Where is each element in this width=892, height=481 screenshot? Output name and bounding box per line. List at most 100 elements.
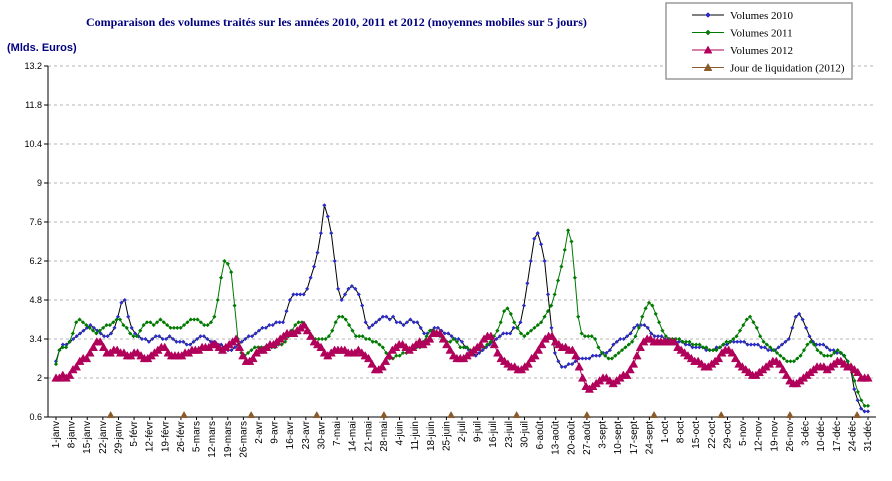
data-point <box>580 356 585 361</box>
data-point <box>539 320 544 325</box>
x-tick-label: 6-août <box>535 421 546 450</box>
data-point <box>683 342 688 347</box>
data-point <box>115 314 121 319</box>
x-tick-label: 20-août <box>566 421 577 455</box>
data-point <box>74 334 79 339</box>
data-point <box>280 320 286 325</box>
data-point <box>791 359 797 364</box>
data-point <box>384 350 389 356</box>
data-point <box>751 320 756 325</box>
data-point <box>523 359 533 368</box>
data-point <box>704 345 709 350</box>
data-point <box>754 325 759 331</box>
data-point <box>194 336 200 342</box>
data-point <box>249 347 254 353</box>
data-point <box>104 322 109 328</box>
data-point <box>400 350 406 356</box>
data-point <box>832 350 837 356</box>
data-point <box>81 328 86 333</box>
data-point <box>191 317 197 322</box>
series-3 <box>51 320 873 393</box>
data-point <box>442 339 452 349</box>
x-tick-label: 19-févr <box>160 420 171 452</box>
data-point <box>852 378 857 383</box>
legend-swatch-marker <box>705 29 711 36</box>
data-point <box>401 322 406 328</box>
data-point <box>188 342 193 347</box>
data-point <box>111 320 116 325</box>
y-tick-label: 6.2 <box>29 256 42 266</box>
data-point <box>821 342 826 347</box>
x-tick-label: 19-mars <box>223 421 234 458</box>
data-point <box>421 331 427 336</box>
data-point <box>129 325 134 331</box>
x-tick-label: 31-déc <box>863 421 874 452</box>
data-point <box>574 362 584 371</box>
data-point <box>270 322 275 328</box>
data-point <box>153 334 158 339</box>
data-point <box>177 339 183 344</box>
data-point <box>817 342 822 347</box>
data-point <box>141 322 146 328</box>
data-point <box>98 342 109 351</box>
y-tick-label: 13.2 <box>24 61 42 71</box>
data-point <box>105 334 110 339</box>
series-1 <box>53 203 871 414</box>
data-point <box>504 331 509 336</box>
x-tick-label: 1-oct <box>660 421 671 443</box>
x-tick-label: 25-juin <box>441 421 452 451</box>
data-point <box>477 350 482 356</box>
data-point <box>404 320 410 325</box>
data-point <box>576 314 581 319</box>
x-tick-label: 1-janv <box>51 421 62 448</box>
data-point <box>530 350 540 360</box>
data-point <box>332 258 337 264</box>
data-point <box>800 317 805 322</box>
data-point <box>863 373 873 382</box>
data-point <box>697 345 702 350</box>
data-point <box>559 264 564 269</box>
data-point <box>293 322 298 328</box>
data-point <box>731 339 736 344</box>
data-point <box>818 350 823 356</box>
data-point <box>350 328 355 333</box>
data-point <box>308 275 313 280</box>
data-point <box>822 353 827 358</box>
data-point <box>632 350 642 360</box>
data-point <box>653 311 658 317</box>
data-point <box>263 325 269 331</box>
y-tick-label: 9 <box>37 178 42 188</box>
x-tick-label: 30-avr <box>316 420 327 449</box>
data-point <box>790 325 795 331</box>
data-point <box>768 345 773 350</box>
data-point <box>181 322 187 328</box>
data-point <box>764 342 770 347</box>
x-tick-label: 22-janv <box>98 421 109 454</box>
data-point <box>253 331 258 336</box>
data-point <box>360 334 365 339</box>
data-point <box>542 258 547 264</box>
data-point <box>738 339 743 344</box>
data-point <box>175 325 180 331</box>
data-point <box>625 364 635 374</box>
data-point <box>367 336 372 342</box>
data-point <box>212 314 217 319</box>
data-point <box>614 339 619 344</box>
data-point <box>408 317 413 322</box>
data-point <box>427 328 433 333</box>
data-point <box>63 345 69 350</box>
data-point <box>277 320 282 325</box>
data-point <box>71 362 82 371</box>
data-point <box>373 339 379 344</box>
data-point <box>274 320 279 325</box>
x-tick-label: 5-mars <box>192 421 203 452</box>
data-point <box>669 337 679 346</box>
x-tick-label: 9-avr <box>270 420 281 443</box>
data-point <box>511 325 516 331</box>
data-point <box>562 247 567 253</box>
data-point <box>643 306 648 311</box>
data-point <box>246 334 251 339</box>
data-point <box>652 334 657 339</box>
data-point <box>360 303 365 308</box>
data-point <box>741 322 746 328</box>
